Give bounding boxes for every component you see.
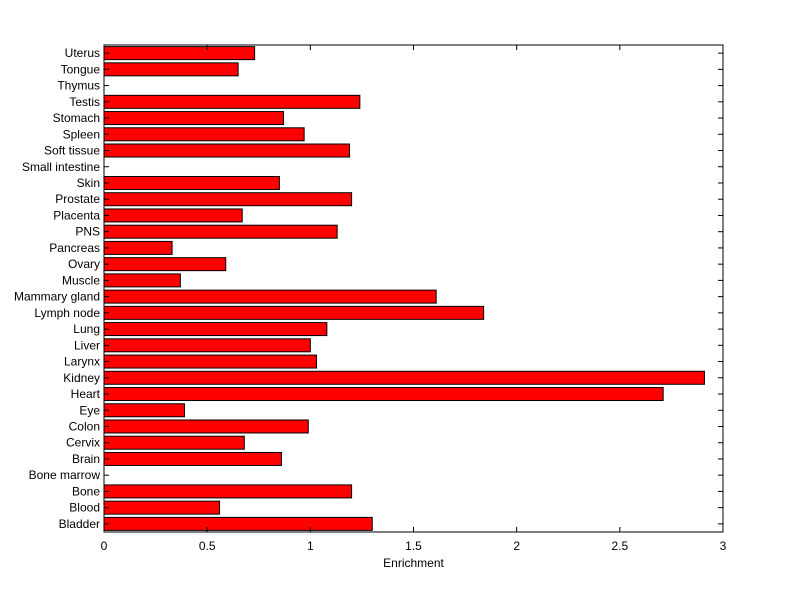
x-tick-label: 1.5 — [405, 539, 422, 553]
bar-skin — [103, 175, 280, 190]
y-tick-label: Mammary gland — [14, 290, 100, 304]
x-tick-label: 0 — [101, 539, 108, 553]
y-tick-label: Placenta — [53, 208, 100, 222]
bar-liver — [103, 338, 311, 353]
bar-uterus — [103, 46, 256, 61]
y-tick-label: Liver — [74, 338, 100, 352]
x-tick-label: 2.5 — [611, 539, 628, 553]
bar-brain — [103, 451, 282, 466]
y-tick-label: Brain — [72, 452, 100, 466]
y-tick-label: Bladder — [59, 517, 100, 531]
bar-spleen — [103, 127, 305, 142]
y-tick-label: Cervix — [66, 436, 100, 450]
bar-pancreas — [103, 240, 173, 255]
y-tick-label: Kidney — [63, 371, 100, 385]
bar-ovary — [103, 257, 227, 272]
y-tick-label: Tongue — [61, 62, 101, 76]
y-tick-label: Stomach — [53, 111, 100, 125]
bar-bone — [103, 484, 353, 499]
y-tick-label: Bone — [72, 484, 100, 498]
bar-placenta — [103, 208, 243, 223]
x-tick-label: 2 — [513, 539, 520, 553]
x-tick-label: 0.5 — [199, 539, 216, 553]
y-ticks-group: Bladder Blood Bone Bone marrow Brain Cervix Co… — [14, 46, 723, 531]
y-tick-label: Small intestine — [22, 160, 100, 174]
bar-prostate — [103, 192, 353, 207]
bar-colon — [103, 419, 309, 434]
y-tick-label: Pancreas — [49, 241, 100, 255]
y-tick-label: Lung — [73, 322, 100, 336]
y-tick-label: Uterus — [65, 46, 100, 60]
y-tick-label: Testis — [69, 95, 100, 109]
y-tick-label: Soft tissue — [44, 144, 100, 158]
x-tick-label: 1 — [307, 539, 314, 553]
bar-heart — [103, 387, 664, 402]
bar-pns — [103, 224, 338, 239]
x-ticks-group: 0 0.5 1 1.5 2 2.5 3 — [101, 45, 727, 553]
y-tick-label: Prostate — [55, 192, 100, 206]
y-tick-label: Skin — [77, 176, 100, 190]
bar-kidney — [103, 370, 705, 385]
y-tick-label: Muscle — [62, 273, 100, 287]
y-tick-label: Spleen — [63, 127, 100, 141]
y-tick-label: Colon — [69, 419, 100, 433]
y-tick-label: Heart — [71, 387, 101, 401]
y-tick-label: Larynx — [64, 355, 100, 369]
bar-stomach — [103, 111, 285, 126]
bar-soft-tissue — [103, 143, 351, 158]
bars-group — [103, 46, 705, 531]
bar-bladder — [103, 516, 373, 531]
y-tick-label: PNS — [75, 225, 100, 239]
x-tick-label: 3 — [720, 539, 727, 553]
bar-lung — [103, 322, 328, 337]
bar-blood — [103, 500, 221, 515]
y-tick-label: Lymph node — [34, 306, 100, 320]
y-tick-label: Eye — [79, 403, 100, 417]
bar-muscle — [103, 273, 181, 288]
bar-lymph-node — [103, 305, 485, 320]
bar-mammary-gland — [103, 289, 437, 304]
y-tick-label: Thymus — [57, 79, 100, 93]
y-tick-label: Blood — [69, 501, 100, 515]
bar-eye — [103, 403, 185, 418]
bar-tongue — [103, 62, 239, 77]
y-tick-label: Ovary — [68, 257, 100, 271]
x-axis-label: Enrichment — [383, 556, 444, 570]
bar-larynx — [103, 354, 318, 369]
y-tick-label: Bone marrow — [29, 468, 101, 482]
bar-cervix — [103, 435, 245, 450]
bar-testis — [103, 94, 361, 109]
